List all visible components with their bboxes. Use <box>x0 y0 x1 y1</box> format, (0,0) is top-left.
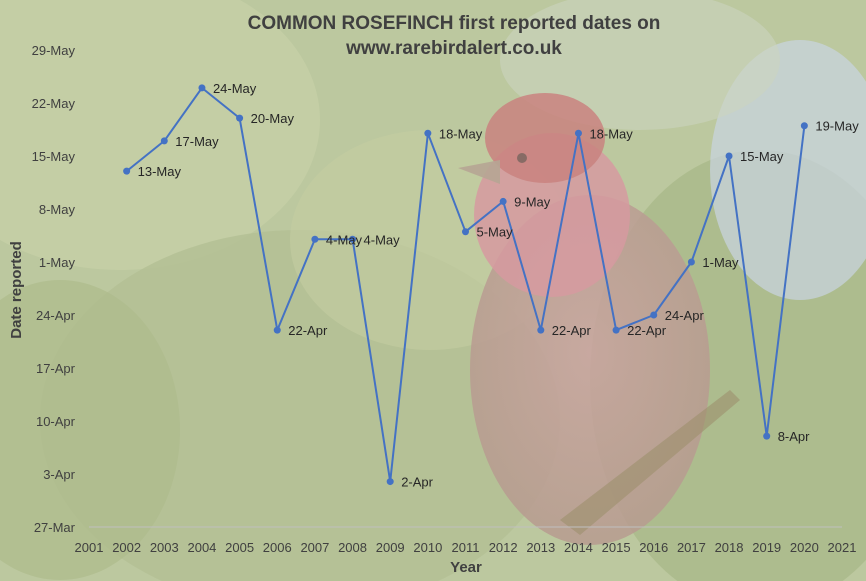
x-tick-label: 2004 <box>187 540 216 555</box>
data-label: 13-May <box>138 164 182 179</box>
data-labels: 13-May 17-May 24-May 20-May 22-Apr 4-May 4-May… <box>138 81 860 490</box>
y-tick-label: 10-Apr <box>36 414 76 429</box>
x-tick-label: 2015 <box>602 540 631 555</box>
data-label: 4-May <box>326 232 363 247</box>
y-tick-label: 24-Apr <box>36 308 76 323</box>
x-tick-label: 2019 <box>752 540 781 555</box>
data-point <box>763 432 771 440</box>
data-point <box>311 235 319 243</box>
series-line-group <box>123 84 808 486</box>
x-tick-label: 2013 <box>526 540 555 555</box>
data-point <box>725 152 733 160</box>
data-label: 15-May <box>740 149 784 164</box>
x-axis-ticks: 2001 2002 2003 2004 2005 2006 2007 2008 2009 2010… <box>75 540 857 555</box>
data-label: 24-Apr <box>665 308 705 323</box>
y-tick-label: 1-May <box>39 255 76 270</box>
chart-title: COMMON ROSEFINCH first reported dates on… <box>248 13 661 59</box>
data-label: 20-May <box>251 111 295 126</box>
x-tick-label: 2010 <box>413 540 442 555</box>
data-point <box>499 197 507 205</box>
data-point <box>236 114 244 122</box>
data-point <box>612 326 620 334</box>
y-tick-label: 15-May <box>32 149 76 164</box>
y-tick-label: 29-May <box>32 43 76 58</box>
x-tick-label: 2001 <box>75 540 104 555</box>
chart-title-line1: COMMON ROSEFINCH first reported dates on <box>248 13 661 34</box>
x-tick-label: 2007 <box>300 540 329 555</box>
y-axis-ticks: 29-May 22-May 15-May 8-May 1-May 24-Apr 17-Apr… <box>32 43 76 535</box>
y-tick-label: 3-Apr <box>43 467 75 482</box>
data-point <box>123 167 131 175</box>
data-label: 2-Apr <box>401 475 433 490</box>
x-tick-label: 2008 <box>338 540 367 555</box>
y-tick-label: 17-Apr <box>36 361 76 376</box>
x-tick-label: 2020 <box>790 540 819 555</box>
x-axis-title: Year <box>450 559 482 576</box>
x-tick-label: 2009 <box>376 540 405 555</box>
x-tick-label: 2016 <box>639 540 668 555</box>
data-label: 9-May <box>514 194 551 209</box>
x-tick-label: 2018 <box>715 540 744 555</box>
data-point <box>424 129 432 137</box>
x-tick-label: 2006 <box>263 540 292 555</box>
data-point <box>537 326 545 334</box>
x-tick-label: 2017 <box>677 540 706 555</box>
x-tick-label: 2011 <box>452 540 480 555</box>
y-tick-label: 27-Mar <box>34 520 76 535</box>
data-label: 1-May <box>702 255 739 270</box>
data-point <box>574 129 582 137</box>
x-tick-label: 2014 <box>564 540 593 555</box>
x-tick-label: 2002 <box>112 540 141 555</box>
data-point <box>273 326 281 334</box>
data-label: 22-Apr <box>552 323 592 338</box>
data-point <box>349 235 357 243</box>
data-label: 8-Apr <box>778 429 810 444</box>
data-label: 5-May <box>477 225 514 240</box>
data-point <box>386 478 394 486</box>
data-point <box>650 311 658 319</box>
x-tick-label: 2005 <box>225 540 254 555</box>
data-point <box>160 137 168 145</box>
data-label: 19-May <box>815 119 859 134</box>
data-point <box>198 84 206 92</box>
data-label: 24-May <box>213 81 257 96</box>
data-label: 17-May <box>175 134 219 149</box>
data-label: 18-May <box>589 126 633 141</box>
y-axis-title: Date reported <box>8 241 25 339</box>
y-tick-label: 22-May <box>32 96 76 111</box>
data-label: 22-Apr <box>627 323 667 338</box>
data-label: 18-May <box>439 126 483 141</box>
x-tick-label: 2021 <box>828 540 857 555</box>
x-tick-label: 2012 <box>489 540 518 555</box>
data-label: 4-May <box>364 232 401 247</box>
data-point <box>687 258 695 266</box>
y-tick-label: 8-May <box>39 202 76 217</box>
chart-title-line2: www.rarebirdalert.co.uk <box>345 38 562 59</box>
data-point <box>800 122 808 130</box>
data-label: 22-Apr <box>288 323 328 338</box>
x-tick-label: 2003 <box>150 540 179 555</box>
data-point <box>462 228 469 236</box>
